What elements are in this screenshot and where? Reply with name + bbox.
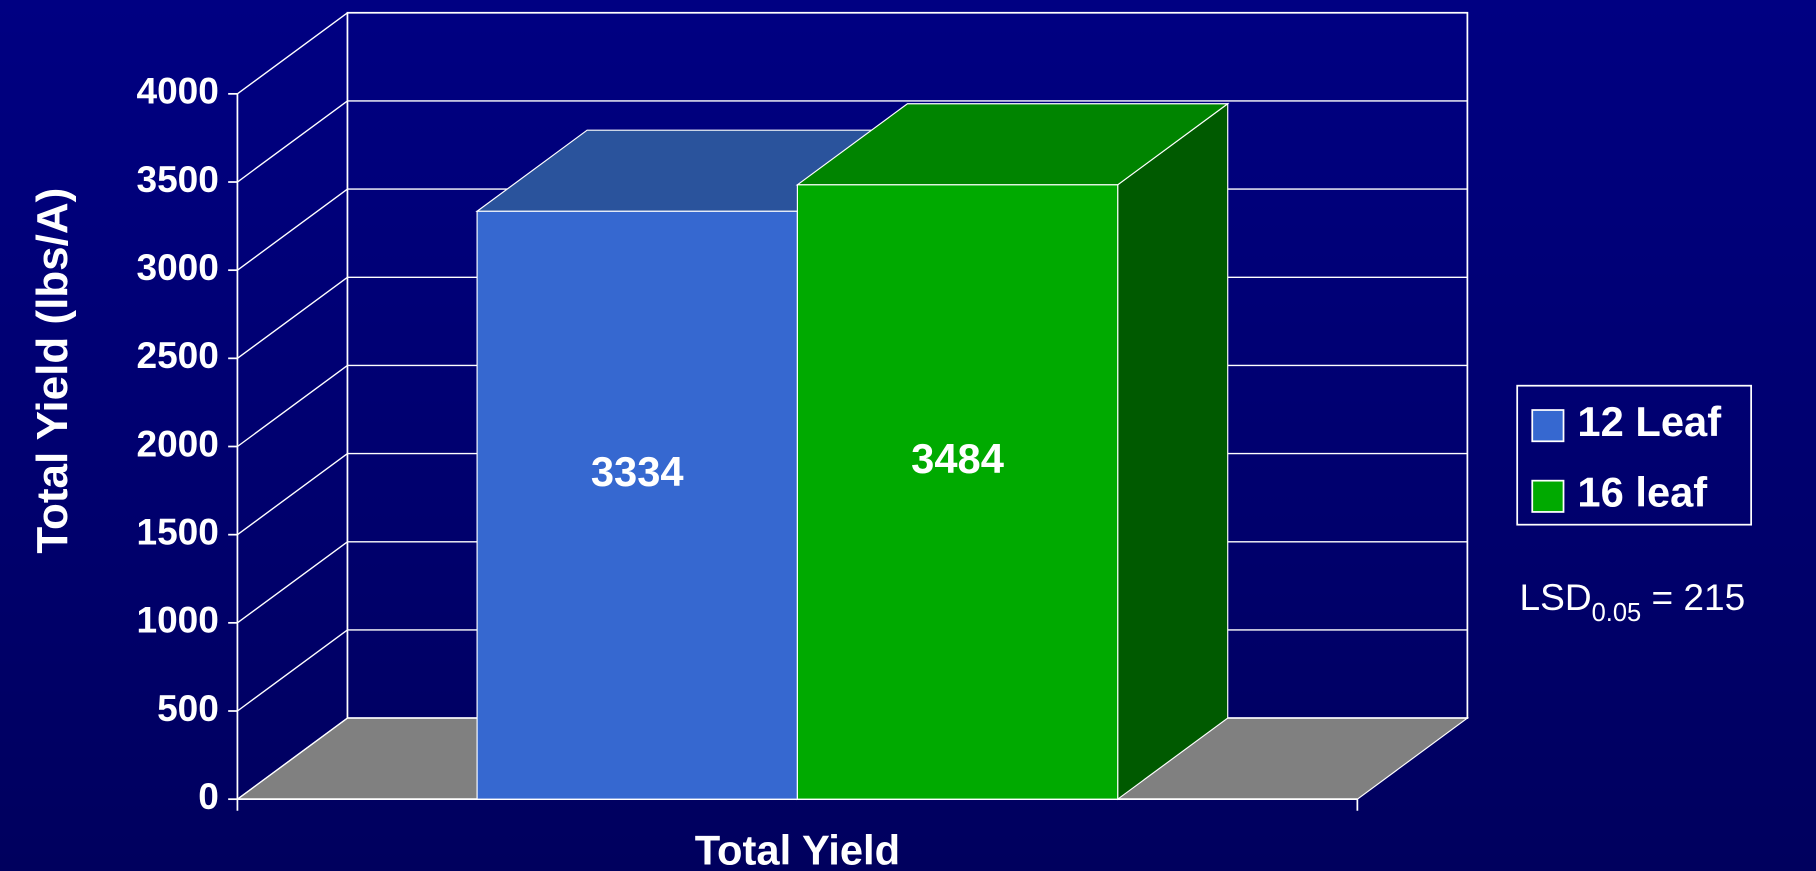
- y-tick-label: 2000: [136, 422, 218, 464]
- legend-swatch: [1531, 409, 1565, 443]
- bar: [476, 210, 798, 800]
- y-tick-label: 1500: [136, 510, 218, 552]
- y-tick-label: 3000: [136, 246, 218, 288]
- x-tick-label: Total Yield: [695, 827, 900, 871]
- legend-label: 16 leaf: [1577, 469, 1707, 516]
- data-label: 3484: [911, 435, 1004, 482]
- y-tick-label: 0: [198, 775, 219, 817]
- annotation-subscript: 0.05: [1592, 599, 1642, 627]
- legend-swatch: [1531, 479, 1565, 513]
- legend-box: [1516, 384, 1753, 526]
- annotation: LSD0.05 = 215: [1520, 576, 1746, 627]
- legend-label: 12 Leaf: [1577, 398, 1721, 445]
- annotation-rest: = 215: [1641, 576, 1745, 618]
- grid-line: [237, 100, 1468, 183]
- y-tick-label: 4000: [136, 70, 218, 112]
- y-tick-label: 500: [157, 687, 219, 729]
- bar: [796, 184, 1119, 800]
- y-axis-label: Total Yield (lbs/A): [28, 188, 77, 554]
- y-tick-label: 3500: [136, 158, 218, 200]
- grid-line: [237, 12, 1468, 95]
- y-tick-label: 1000: [136, 599, 218, 641]
- data-label: 3334: [591, 448, 684, 495]
- plot: 0 500 1000 1500 2000 2500 3000 3500 4000 Total Yi…: [136, 11, 1470, 871]
- bar-side: [1117, 102, 1229, 801]
- y-tick-label: 2500: [136, 334, 218, 376]
- annotation-text: LSD: [1520, 576, 1592, 618]
